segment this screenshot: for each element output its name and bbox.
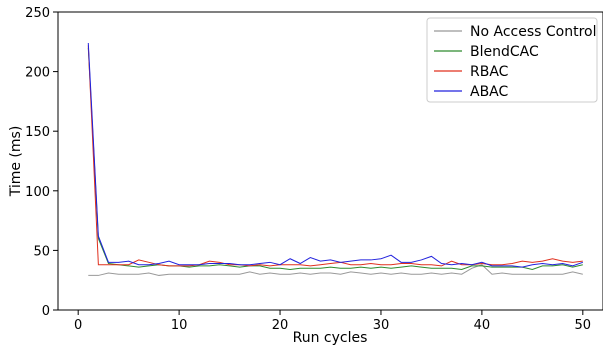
series-line-abac (87, 42, 583, 268)
x-tick-label: 0 (74, 318, 82, 333)
x-axis-label: Run cycles (293, 330, 368, 346)
x-tick-label: 30 (373, 318, 390, 333)
plot-frame (57, 11, 603, 311)
x-tick-label: 20 (272, 318, 289, 333)
legend-label: RBAC (470, 64, 509, 80)
plot-area (57, 11, 603, 311)
series-line-no-access-control (88, 264, 583, 276)
legend-label: ABAC (470, 84, 509, 100)
y-axis-ticks: 0 50 100 150 200 250 (25, 6, 58, 319)
y-tick-label: 0 (42, 304, 50, 319)
series-line-rbac (87, 45, 583, 267)
y-tick-label: 200 (25, 66, 50, 81)
x-tick-label: 50 (575, 318, 592, 333)
x-tick-label: 10 (171, 318, 188, 333)
y-tick-label: 250 (25, 6, 50, 21)
x-tick-label: 40 (474, 318, 491, 333)
y-tick-label: 50 (33, 244, 50, 259)
series-layer (87, 42, 583, 276)
legend-label: BlendCAC (470, 44, 539, 60)
x-axis-ticks: 0 10 20 30 40 50 (74, 310, 591, 333)
y-axis-label: Time (ms) (8, 126, 24, 198)
y-tick-label: 150 (25, 125, 50, 140)
legend: No Access Control BlendCAC RBAC ABAC (426, 17, 598, 103)
legend-label: No Access Control (470, 24, 596, 40)
y-tick-label: 100 (25, 185, 50, 200)
legend-box (426, 17, 598, 103)
